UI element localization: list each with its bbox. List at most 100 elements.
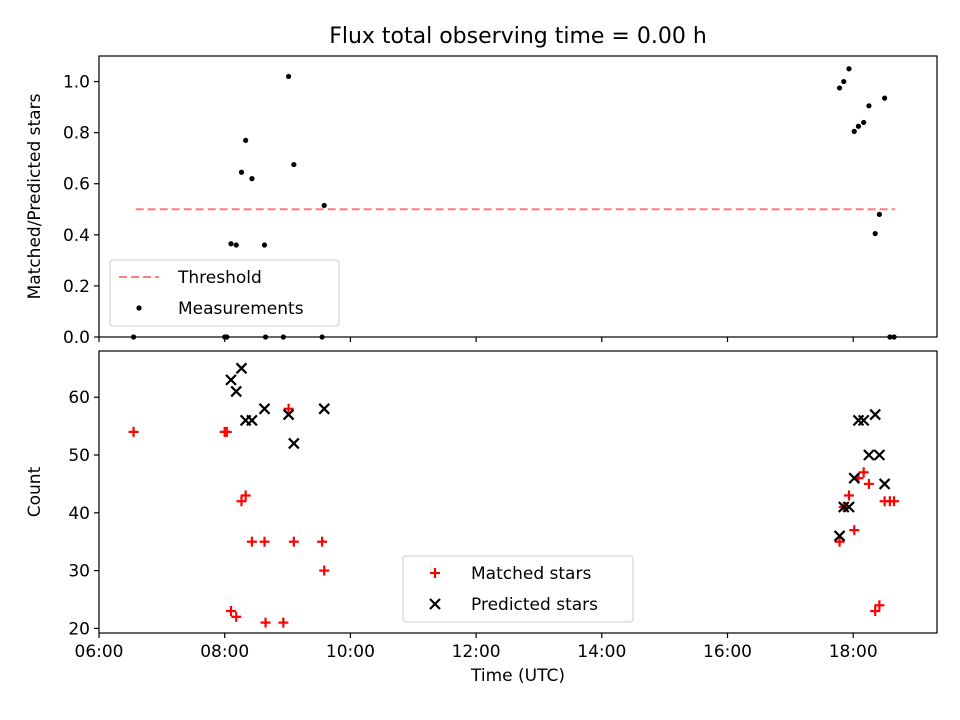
- marker-stroke: [843, 501, 855, 513]
- measurement-point: [228, 241, 234, 247]
- matched-star-marker: [863, 478, 874, 489]
- matched-star-marker: [259, 536, 270, 547]
- marker-stroke: [833, 530, 846, 542]
- y-axis-label: Count: [25, 466, 45, 517]
- bottom-plot: 06:00 08:00 10:00 12:00 14:00 16:00 18:00 20 30 4…: [25, 350, 938, 686]
- measurement-point: [233, 242, 239, 248]
- top-plot: 0.0 0.2 0.4 0.6 0.8 1.0 Matched/Predicted star…: [25, 55, 938, 348]
- marker-stroke: [246, 414, 258, 427]
- predicted-star-marker: [869, 408, 881, 421]
- marker-stroke: [429, 598, 441, 610]
- y-tick-label: 0.0: [63, 328, 90, 348]
- measurement-point: [866, 103, 872, 109]
- x-tick-label: 16:00: [703, 642, 752, 662]
- legend-label: Measurements: [178, 299, 304, 319]
- predicted-star-marker: [230, 385, 243, 398]
- legend-box: [109, 259, 340, 327]
- y-tick-label: 0.4: [63, 226, 90, 246]
- measurement-point: [280, 334, 286, 340]
- measurement-point: [841, 78, 847, 85]
- measurement-point: [249, 176, 255, 182]
- legend-label: Predicted stars: [471, 595, 598, 615]
- predicted-star-marker: [848, 472, 861, 484]
- y-tick-label: 1.0: [63, 73, 90, 93]
- marker-stroke: [288, 437, 300, 450]
- y-tick-label: 60: [68, 388, 90, 408]
- y-tick-label: 30: [68, 562, 90, 582]
- measurement-point: [855, 123, 862, 129]
- measurement-point: [243, 137, 249, 143]
- marker-stroke: [878, 478, 891, 490]
- predicted-star-marker: [288, 437, 300, 450]
- marker-stroke: [869, 408, 881, 421]
- marker-stroke: [848, 472, 861, 484]
- y-tick-label: 0.2: [63, 277, 90, 297]
- marker-stroke: [863, 449, 875, 461]
- predicted-star-marker: [235, 362, 248, 375]
- y-tick-label: 20: [68, 619, 90, 639]
- marker-stroke: [230, 385, 243, 398]
- marker-stroke: [282, 408, 295, 421]
- x-axis-label: Time (UTC): [470, 666, 565, 686]
- predicted-star-marker: [833, 530, 846, 542]
- x-tick-label: 12:00: [452, 642, 501, 662]
- y-tick-label: 0.8: [63, 124, 90, 144]
- measurement-point: [291, 161, 297, 168]
- matched-star-marker: [874, 600, 885, 611]
- measurement-point: [846, 66, 852, 72]
- marker-stroke: [225, 374, 237, 386]
- measurement-point: [262, 334, 269, 340]
- predicted-star-marker: [258, 403, 271, 415]
- x-tick-label: 06:00: [75, 642, 124, 662]
- marker-stroke: [258, 403, 271, 415]
- predicted-star-marker: [225, 374, 237, 386]
- matched-star-marker: [317, 536, 328, 547]
- measurement-point: [261, 242, 268, 248]
- measurement-point: [319, 334, 325, 340]
- matched-star-marker: [870, 606, 881, 617]
- legend-label: Matched stars: [471, 564, 591, 584]
- matched-star-marker: [844, 490, 855, 501]
- x-tick-label: 08:00: [200, 642, 249, 662]
- matched-star-marker: [221, 426, 232, 437]
- measurement-point: [285, 73, 292, 80]
- matched-star-marker: [849, 525, 860, 536]
- matched-star-marker: [260, 617, 271, 628]
- measurement-point: [872, 230, 878, 237]
- y-axis-label: Matched/Predicted stars: [25, 93, 45, 299]
- legend-label: Threshold: [177, 268, 262, 288]
- predicted-star-marker: [857, 414, 870, 427]
- matched-star-marker: [319, 565, 330, 576]
- matched-star-marker: [858, 467, 869, 478]
- measurement-point: [851, 128, 857, 134]
- measurement-point: [321, 202, 327, 209]
- y-tick-label: 50: [68, 446, 90, 466]
- chart-title: Flux total observing time = 0.00 h: [329, 24, 707, 49]
- x-tick-label: 18:00: [829, 642, 878, 662]
- measurement-point: [130, 334, 137, 340]
- marker-stroke: [873, 449, 886, 461]
- measurement-point: [891, 334, 897, 340]
- marker-stroke: [235, 362, 248, 375]
- x-tick-label: 14:00: [577, 642, 626, 662]
- matched-star-marker: [236, 496, 247, 507]
- matched-star-marker: [278, 617, 289, 628]
- predicted-star-marker: [318, 403, 330, 415]
- measurement-point: [861, 119, 867, 126]
- measurement-point: [876, 211, 882, 217]
- predicted-star-marker: [282, 408, 295, 421]
- legend-box: [402, 555, 634, 623]
- measurement-point: [224, 334, 230, 340]
- legend-measurement-swatch: [136, 305, 142, 311]
- predicted-star-marker: [878, 478, 891, 490]
- matched-star-marker: [288, 536, 299, 547]
- matched-star-marker: [231, 611, 242, 622]
- measurement-point: [836, 85, 843, 91]
- measurement-point: [238, 169, 245, 175]
- matched-star-marker: [128, 426, 139, 437]
- measurement-point: [882, 95, 888, 101]
- marker-stroke: [318, 403, 330, 415]
- marker-stroke: [857, 414, 870, 427]
- legend-predicted-swatch: [429, 598, 441, 610]
